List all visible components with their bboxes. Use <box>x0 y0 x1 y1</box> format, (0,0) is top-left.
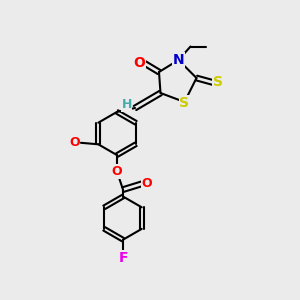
Text: H: H <box>122 98 132 111</box>
Text: S: S <box>179 96 190 110</box>
Text: O: O <box>142 177 152 190</box>
Text: N: N <box>173 53 184 67</box>
Text: O: O <box>112 165 122 178</box>
Text: S: S <box>212 76 223 89</box>
Text: F: F <box>118 251 128 265</box>
Text: O: O <box>69 136 80 149</box>
Text: O: O <box>134 56 146 70</box>
